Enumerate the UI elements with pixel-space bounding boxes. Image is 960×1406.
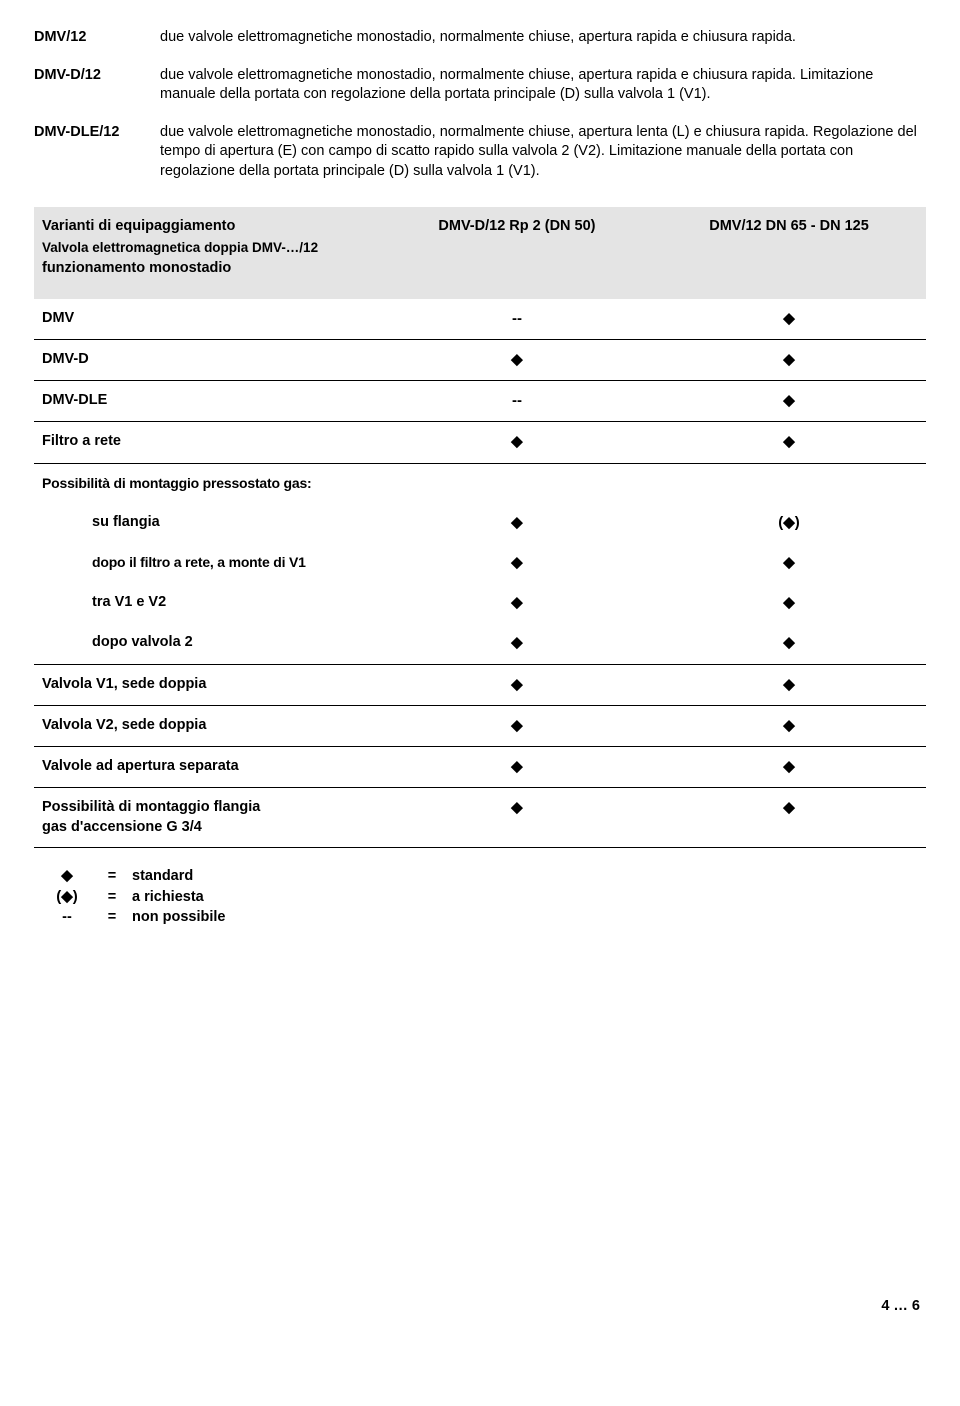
row-label: DMV xyxy=(34,299,382,340)
row-col2: ◆ xyxy=(652,705,926,746)
row-col2: ◆ xyxy=(652,339,926,380)
row-col2: ◆ xyxy=(652,299,926,340)
legend-equals: = xyxy=(92,867,132,887)
legend-text: a richiesta xyxy=(132,888,204,908)
row-col2: ◆ xyxy=(652,422,926,463)
row-col1: ◆ xyxy=(382,339,652,380)
table-header-title: Varianti di equipaggiamento xyxy=(42,218,235,234)
row-col2: ◆ xyxy=(652,583,926,623)
definition-code: DMV-DLE/12 xyxy=(34,123,142,182)
legend-equals: = xyxy=(92,908,132,928)
row-col1: ◆ xyxy=(382,747,652,788)
definition-code: DMV-D/12 xyxy=(34,66,142,105)
row-label: DMV-DLE xyxy=(34,381,382,422)
legend-symbol: (◆) xyxy=(42,887,92,907)
definitions-block: DMV/12 due valvole elettromagnetiche mon… xyxy=(34,28,926,181)
definition-text: due valvole elettromagnetiche monostadio… xyxy=(160,28,926,48)
row-col1: -- xyxy=(382,381,652,422)
table-row: dopo valvola 2◆◆ xyxy=(34,623,926,664)
table-row: Valvola V2, sede doppia◆◆ xyxy=(34,705,926,746)
row-col1 xyxy=(382,463,652,502)
row-col2: ◆ xyxy=(652,788,926,848)
table-header-row: Varianti di equipaggiamento Valvola elet… xyxy=(34,207,926,298)
table-row: Valvola V1, sede doppia◆◆ xyxy=(34,664,926,705)
definition-text: due valvole elettromagnetiche monostadio… xyxy=(160,123,926,182)
row-col1: ◆ xyxy=(382,664,652,705)
row-label: Valvola V2, sede doppia xyxy=(34,705,382,746)
definition-row: DMV-D/12 due valvole elettromagnetiche m… xyxy=(34,66,926,105)
legend-row: -- = non possibile xyxy=(42,908,926,928)
row-col1: ◆ xyxy=(382,503,652,543)
row-col1: ◆ xyxy=(382,705,652,746)
table-row: su flangia◆(◆) xyxy=(34,503,926,543)
row-col2: (◆) xyxy=(652,503,926,543)
page-footer: 4 … 6 xyxy=(34,1297,926,1317)
table-row: DMV-D◆◆ xyxy=(34,339,926,380)
table-header-col1: DMV-D/12 Rp 2 (DN 50) xyxy=(382,207,652,298)
legend-row: ◆ = standard xyxy=(42,866,926,887)
legend-row: (◆) = a richiesta xyxy=(42,887,926,908)
definition-text: due valvole elettromagnetiche monostadio… xyxy=(160,66,926,105)
row-col2 xyxy=(652,463,926,502)
legend-text: non possibile xyxy=(132,908,225,928)
table-row: dopo il filtro a rete, a monte di V1◆◆ xyxy=(34,543,926,583)
legend-text: standard xyxy=(132,867,193,887)
table-row: Filtro a rete◆◆ xyxy=(34,422,926,463)
row-col1: ◆ xyxy=(382,422,652,463)
table-row: Possibilità di montaggio flangiagas d'ac… xyxy=(34,788,926,848)
row-label: Filtro a rete xyxy=(34,422,382,463)
table-row: Valvole ad apertura separata◆◆ xyxy=(34,747,926,788)
row-col2: ◆ xyxy=(652,623,926,664)
row-label: Possibilità di montaggio pressostato gas… xyxy=(34,463,382,502)
table-row: tra V1 e V2◆◆ xyxy=(34,583,926,623)
table-row: DMV--◆ xyxy=(34,299,926,340)
row-col2: ◆ xyxy=(652,664,926,705)
equipment-table: Varianti di equipaggiamento Valvola elet… xyxy=(34,207,926,848)
legend-symbol: -- xyxy=(42,908,92,928)
legend-equals: = xyxy=(92,888,132,908)
row-label: Valvole ad apertura separata xyxy=(34,747,382,788)
table-row: Possibilità di montaggio pressostato gas… xyxy=(34,463,926,502)
row-label: tra V1 e V2 xyxy=(34,583,382,623)
definition-row: DMV-DLE/12 due valvole elettromagnetiche… xyxy=(34,123,926,182)
row-label: su flangia xyxy=(34,503,382,543)
definition-row: DMV/12 due valvole elettromagnetiche mon… xyxy=(34,28,926,48)
legend-symbol: ◆ xyxy=(42,866,92,886)
table-header-sub1: Valvola elettromagnetica doppia DMV-…/12 xyxy=(42,239,374,257)
row-col2: ◆ xyxy=(652,381,926,422)
row-col2: ◆ xyxy=(652,543,926,583)
row-col1: ◆ xyxy=(382,583,652,623)
row-label: dopo il filtro a rete, a monte di V1 xyxy=(34,543,382,583)
row-label: dopo valvola 2 xyxy=(34,623,382,664)
row-col1: ◆ xyxy=(382,543,652,583)
row-col1: -- xyxy=(382,299,652,340)
row-label: Possibilità di montaggio flangiagas d'ac… xyxy=(34,788,382,848)
table-header-sub2: funzionamento monostadio xyxy=(42,259,374,279)
row-col1: ◆ xyxy=(382,623,652,664)
row-col2: ◆ xyxy=(652,747,926,788)
row-label: Valvola V1, sede doppia xyxy=(34,664,382,705)
legend-block: ◆ = standard (◆) = a richiesta -- = non … xyxy=(42,866,926,927)
table-header-title-cell: Varianti di equipaggiamento Valvola elet… xyxy=(34,207,382,298)
row-label: DMV-D xyxy=(34,339,382,380)
table-row: DMV-DLE--◆ xyxy=(34,381,926,422)
row-col1: ◆ xyxy=(382,788,652,848)
table-header-col2: DMV/12 DN 65 - DN 125 xyxy=(652,207,926,298)
definition-code: DMV/12 xyxy=(34,28,142,48)
